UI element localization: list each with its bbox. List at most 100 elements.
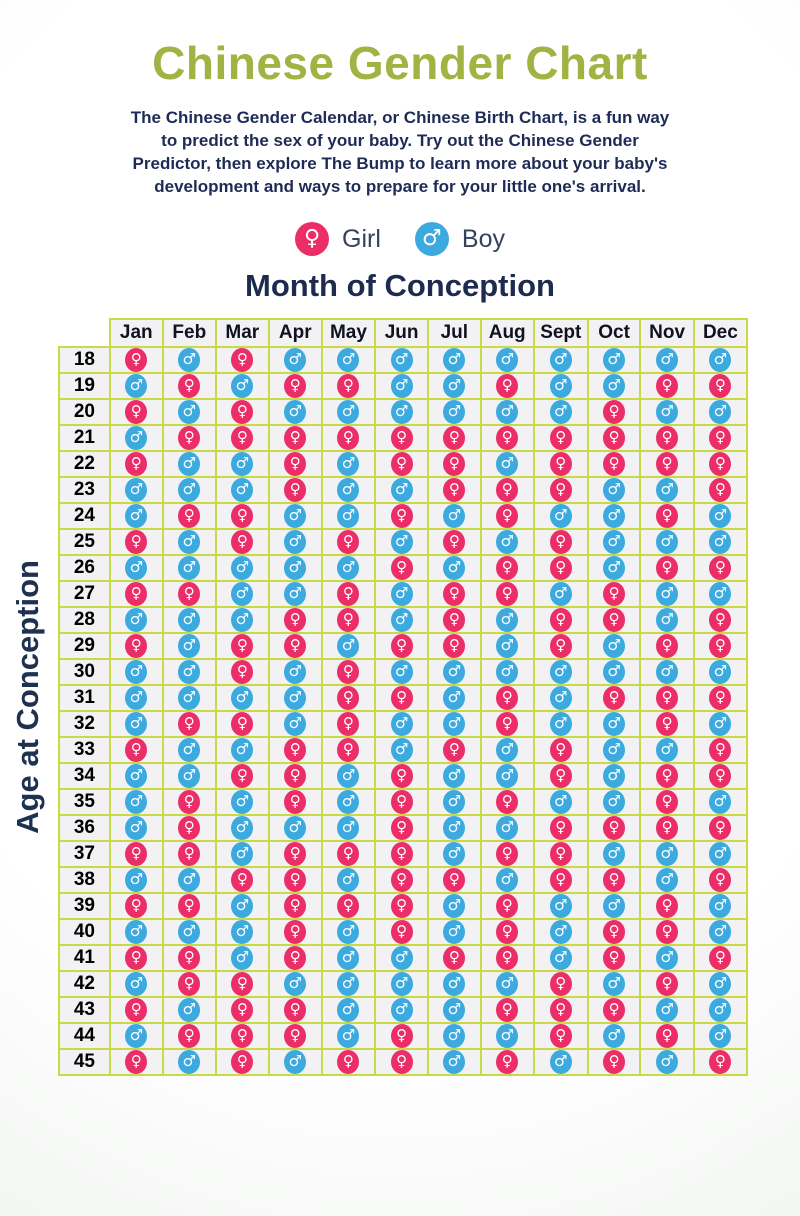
month-header: Sept: [532, 318, 589, 348]
age-cell: 32: [58, 710, 111, 738]
gender-cell: ♀: [214, 1022, 270, 1050]
gender-cell: ♂: [267, 814, 323, 842]
gender-cell: ♂: [320, 346, 377, 374]
boy-icon: ♂: [443, 348, 466, 372]
gender-cell: ♂: [320, 866, 377, 894]
gender-cell: ♀: [108, 398, 164, 426]
gender-cell: ♀: [479, 996, 535, 1024]
boy-icon: ♂: [231, 452, 254, 476]
boy-icon: ♂: [337, 400, 360, 424]
boy-icon: ♂: [390, 608, 413, 632]
gender-cell: ♀: [267, 1022, 323, 1050]
girl-icon: ♀: [390, 426, 413, 450]
girl-icon: ♀: [496, 894, 519, 918]
gender-cell: ♂: [108, 372, 164, 400]
boy-icon: ♂: [709, 842, 732, 866]
gender-cell: ♂: [479, 866, 535, 894]
gender-cell: ♀: [427, 866, 482, 894]
legend: ♀ Girl ♂ Boy: [0, 222, 800, 256]
age-cell: 42: [58, 970, 111, 998]
gender-cell: ♂: [639, 866, 695, 894]
girl-icon: ♀: [390, 816, 413, 840]
gender-cell: ♀: [267, 892, 323, 920]
boy-icon: ♂: [231, 920, 254, 944]
gender-cell: ♂: [108, 970, 164, 998]
gender-cell: ♂: [692, 996, 749, 1024]
gender-cell: ♂: [267, 398, 323, 426]
boy-icon: ♂: [231, 478, 254, 502]
boy-icon: ♂: [709, 712, 732, 736]
gender-cell: ♀: [267, 762, 323, 790]
gender-cell: ♂: [374, 528, 430, 556]
month-header: Jun: [374, 318, 430, 348]
gender-cell: ♂: [374, 996, 430, 1024]
boy-icon: ♂: [125, 790, 148, 814]
boy-icon: ♂: [709, 790, 732, 814]
gender-cell: ♀: [267, 918, 323, 946]
gender-cell: ♀: [374, 814, 430, 842]
gender-cell: ♂: [320, 944, 377, 972]
gender-cell: ♀: [639, 554, 695, 582]
gender-cell: ♀: [108, 1048, 164, 1076]
boy-icon: ♂: [603, 478, 626, 502]
gender-cell: ♂: [586, 710, 642, 738]
girl-icon: ♀: [603, 816, 626, 840]
gender-cell: ♀: [532, 554, 589, 582]
gender-cell: ♀: [479, 554, 535, 582]
gender-cell: ♀: [479, 892, 535, 920]
gender-cell: ♂: [214, 372, 270, 400]
boy-icon: ♂: [443, 660, 466, 684]
table-row: 32 ♂ ♀ ♀ ♂ ♀ ♂ ♂ ♀ ♂ ♂ ♀ ♂: [58, 710, 749, 738]
gender-cell: ♀: [108, 892, 164, 920]
gender-cell: ♂: [479, 814, 535, 842]
gender-cell: ♂: [692, 346, 749, 374]
table-row: 45 ♀ ♂ ♀ ♂ ♀ ♀ ♂ ♀ ♂ ♀ ♂ ♀: [58, 1048, 749, 1076]
gender-cell: ♀: [586, 996, 642, 1024]
boy-icon: ♂: [443, 920, 466, 944]
boy-icon: ♂: [549, 790, 572, 814]
gender-cell: ♀: [692, 606, 749, 634]
boy-icon: ♂: [549, 660, 572, 684]
gender-cell: ♂: [108, 606, 164, 634]
gender-cell: ♀: [532, 1022, 589, 1050]
girl-icon: ♀: [284, 998, 307, 1022]
gender-cell: ♀: [108, 632, 164, 660]
gender-cell: ♂: [161, 918, 217, 946]
age-cell: 25: [58, 528, 111, 556]
gender-cell: ♀: [374, 918, 430, 946]
boy-icon: ♂: [231, 894, 254, 918]
boy-icon: ♂: [337, 946, 360, 970]
boy-icon: ♂: [443, 894, 466, 918]
table-row: 37 ♀ ♀ ♂ ♀ ♀ ♀ ♂ ♀ ♀ ♂ ♂ ♂: [58, 840, 749, 868]
age-cell: 29: [58, 632, 111, 660]
girl-icon: ♀: [496, 712, 519, 736]
gender-cell: ♀: [479, 684, 535, 712]
boy-icon: ♂: [337, 972, 360, 996]
girl-icon: ♀: [496, 374, 519, 398]
gender-cell: ♂: [267, 580, 323, 608]
girl-icon: ♀: [496, 998, 519, 1022]
age-cell: 26: [58, 554, 111, 582]
boy-icon: ♂: [496, 738, 519, 762]
corner-cell: [59, 319, 110, 347]
girl-icon: ♀: [549, 556, 572, 580]
gender-cell: ♂: [692, 502, 749, 530]
girl-icon: ♀: [284, 920, 307, 944]
table-row: 38 ♂ ♂ ♀ ♀ ♂ ♀ ♀ ♂ ♀ ♀ ♂ ♀: [58, 866, 749, 894]
gender-cell: ♀: [586, 424, 642, 452]
boy-icon: ♂: [337, 920, 360, 944]
boy-icon: ♂: [390, 374, 413, 398]
gender-cell: ♀: [214, 346, 270, 374]
boy-icon: ♂: [178, 764, 201, 788]
girl-icon: ♀: [656, 764, 679, 788]
gender-cell: ♀: [532, 814, 589, 842]
gender-cell: ♂: [161, 996, 217, 1024]
gender-cell: ♂: [320, 762, 377, 790]
gender-cell: ♂: [214, 554, 270, 582]
gender-cell: ♀: [108, 346, 164, 374]
boy-icon: ♂: [496, 348, 519, 372]
gender-cell: ♀: [320, 736, 377, 764]
gender-cell: ♀: [320, 892, 377, 920]
girl-icon: ♀: [443, 452, 466, 476]
gender-cell: ♂: [108, 788, 164, 816]
